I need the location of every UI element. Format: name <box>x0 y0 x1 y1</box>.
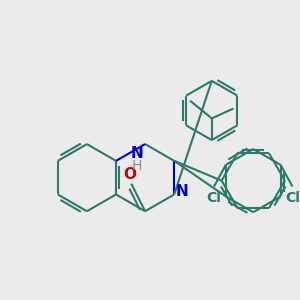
Text: Cl: Cl <box>207 191 221 206</box>
Text: O: O <box>123 167 136 182</box>
Text: N: N <box>131 146 144 161</box>
Text: H: H <box>132 159 142 173</box>
Text: N: N <box>176 184 188 199</box>
Text: Cl: Cl <box>285 191 300 206</box>
